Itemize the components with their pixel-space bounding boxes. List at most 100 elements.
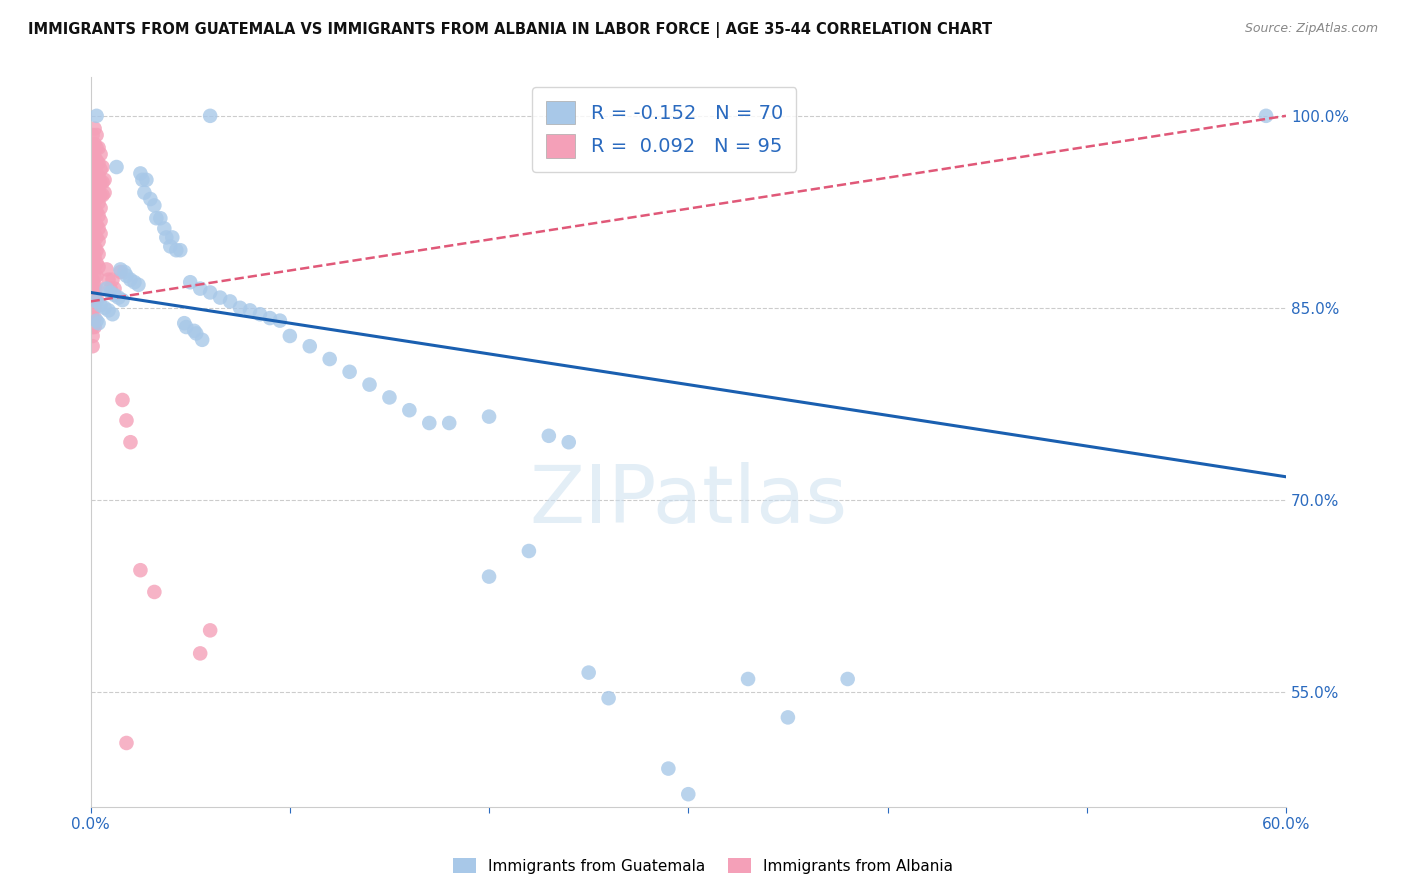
- Point: [86, 280, 108, 294]
- Point: [82, 320, 104, 334]
- Point: [90, 147, 112, 161]
- Point: [83, 311, 105, 326]
- Point: [83, 239, 105, 253]
- Point: [229, 301, 252, 315]
- Point: [111, 392, 134, 407]
- Point: [86, 313, 108, 327]
- Point: [83, 291, 105, 305]
- Point: [86, 230, 108, 244]
- Point: [87, 209, 110, 223]
- Point: [135, 173, 157, 187]
- Point: [129, 563, 152, 577]
- Point: [107, 291, 129, 305]
- Point: [83, 188, 105, 202]
- Point: [418, 416, 440, 430]
- Point: [678, 787, 700, 801]
- Point: [82, 179, 104, 194]
- Point: [339, 365, 361, 379]
- Point: [86, 166, 108, 180]
- Point: [86, 204, 108, 219]
- Point: [198, 109, 221, 123]
- Point: [134, 186, 156, 200]
- Point: [159, 239, 181, 253]
- Point: [82, 311, 104, 326]
- Point: [114, 265, 136, 279]
- Point: [100, 285, 122, 300]
- Point: [93, 301, 115, 315]
- Point: [478, 409, 501, 424]
- Point: [120, 435, 142, 450]
- Point: [90, 298, 112, 312]
- Point: [82, 301, 104, 315]
- Text: ZIPatlas: ZIPatlas: [529, 461, 848, 540]
- Point: [96, 282, 118, 296]
- Legend: Immigrants from Guatemala, Immigrants from Albania: Immigrants from Guatemala, Immigrants fr…: [447, 852, 959, 880]
- Point: [90, 162, 112, 177]
- Point: [86, 109, 108, 123]
- Point: [93, 173, 115, 187]
- Point: [249, 307, 271, 321]
- Point: [83, 121, 105, 136]
- Point: [173, 316, 195, 330]
- Point: [82, 273, 104, 287]
- Point: [398, 403, 420, 417]
- Point: [378, 391, 401, 405]
- Point: [87, 183, 110, 197]
- Point: [124, 275, 146, 289]
- Point: [298, 339, 321, 353]
- Point: [82, 218, 104, 232]
- Point: [82, 230, 104, 244]
- Point: [776, 710, 799, 724]
- Point: [101, 273, 124, 287]
- Point: [837, 672, 859, 686]
- Point: [129, 166, 152, 180]
- Point: [103, 282, 125, 296]
- Point: [91, 160, 114, 174]
- Point: [83, 201, 105, 215]
- Point: [83, 260, 105, 274]
- Point: [578, 665, 600, 680]
- Point: [87, 221, 110, 235]
- Point: [91, 175, 114, 189]
- Point: [82, 282, 104, 296]
- Point: [86, 218, 108, 232]
- Point: [111, 293, 134, 307]
- Point: [82, 252, 104, 267]
- Point: [86, 153, 108, 168]
- Point: [86, 294, 108, 309]
- Point: [82, 128, 104, 142]
- Point: [86, 179, 108, 194]
- Point: [83, 214, 105, 228]
- Point: [155, 230, 177, 244]
- Point: [162, 230, 184, 244]
- Point: [82, 329, 104, 343]
- Point: [87, 234, 110, 248]
- Point: [83, 250, 105, 264]
- Point: [87, 247, 110, 261]
- Point: [359, 377, 381, 392]
- Point: [87, 195, 110, 210]
- Point: [149, 211, 172, 226]
- Point: [83, 227, 105, 241]
- Point: [537, 429, 560, 443]
- Point: [219, 294, 242, 309]
- Point: [97, 273, 120, 287]
- Point: [83, 150, 105, 164]
- Point: [478, 569, 501, 583]
- Point: [82, 166, 104, 180]
- Point: [83, 162, 105, 177]
- Point: [110, 262, 132, 277]
- Point: [82, 192, 104, 206]
- Point: [259, 311, 281, 326]
- Point: [127, 277, 149, 292]
- Point: [209, 291, 232, 305]
- Point: [188, 647, 211, 661]
- Point: [115, 268, 138, 283]
- Point: [186, 326, 208, 341]
- Point: [83, 175, 105, 189]
- Text: IMMIGRANTS FROM GUATEMALA VS IMMIGRANTS FROM ALBANIA IN LABOR FORCE | AGE 35-44 : IMMIGRANTS FROM GUATEMALA VS IMMIGRANTS …: [28, 22, 993, 38]
- Point: [131, 173, 153, 187]
- Point: [517, 544, 540, 558]
- Point: [86, 291, 108, 305]
- Point: [169, 244, 191, 258]
